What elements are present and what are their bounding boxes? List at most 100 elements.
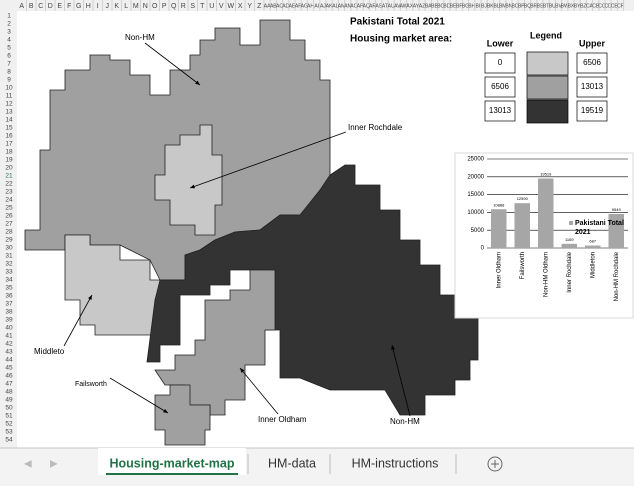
column-header-bar bbox=[0, 0, 634, 11]
row-header: 23 bbox=[5, 189, 13, 196]
lower-value: 13013 bbox=[489, 106, 512, 115]
data-label: 19519 bbox=[540, 172, 552, 177]
row-header: 53 bbox=[5, 429, 13, 436]
column-header: AY bbox=[413, 3, 420, 9]
column-header: BY bbox=[574, 3, 581, 9]
column-header: AJ bbox=[320, 3, 326, 9]
sheet-tab[interactable]: Housing-market-map bbox=[109, 456, 234, 470]
column-header: BN bbox=[505, 3, 512, 9]
y-tick-label: 5000 bbox=[471, 228, 485, 234]
column-header: BV bbox=[555, 3, 562, 9]
column-header: J bbox=[106, 3, 110, 10]
column-header: L bbox=[124, 3, 128, 10]
column-header: BG bbox=[462, 3, 469, 9]
column-header: H bbox=[86, 3, 91, 10]
column-header: BC bbox=[437, 3, 444, 9]
map-label: Non-HM bbox=[390, 417, 420, 426]
column-header: AH bbox=[307, 3, 314, 9]
legend-label: Pakistani Total 2021 bbox=[575, 220, 624, 236]
column-header: AA bbox=[264, 3, 271, 9]
y-tick-label: 25000 bbox=[467, 157, 484, 163]
legend-swatch bbox=[526, 51, 569, 76]
column-header: AX bbox=[406, 3, 413, 9]
column-header: CC bbox=[598, 3, 606, 9]
row-header: 54 bbox=[5, 437, 13, 444]
active-tab bbox=[98, 448, 246, 475]
column-header: O bbox=[152, 3, 158, 10]
column-header: A bbox=[19, 3, 24, 10]
column-header: R bbox=[181, 3, 186, 10]
bar bbox=[514, 203, 531, 248]
column-header: D bbox=[48, 3, 53, 10]
legend-header: Lower bbox=[487, 38, 514, 48]
column-header: W bbox=[227, 3, 234, 10]
column-header: M bbox=[133, 3, 139, 10]
row-header: 24 bbox=[5, 197, 13, 204]
region-inner-rochdale bbox=[154, 124, 223, 236]
bar bbox=[561, 243, 578, 248]
column-header: E bbox=[57, 3, 62, 10]
column-header: AW bbox=[400, 3, 408, 9]
column-header: V bbox=[219, 3, 224, 10]
headers: A B C D E F G H I J K L M N O P Q R S T U V W X Y Z AA AB AC AD AE AF AG… bbox=[5, 0, 625, 444]
row-header: 49 bbox=[5, 397, 13, 404]
lower-value: 6506 bbox=[491, 82, 509, 91]
sheet-tab[interactable]: HM-instructions bbox=[352, 456, 439, 470]
column-header: U bbox=[209, 3, 214, 10]
row-header: 42 bbox=[5, 341, 13, 348]
row-header: 30 bbox=[5, 245, 13, 252]
row-header: 21 bbox=[5, 173, 13, 180]
scroll-right[interactable]: ▶ bbox=[50, 459, 58, 470]
scroll-left[interactable]: ◀ bbox=[24, 459, 32, 470]
row-header: 14 bbox=[5, 117, 13, 124]
y-tick-label: 15000 bbox=[467, 192, 484, 198]
column-header: BD bbox=[443, 3, 450, 9]
column-header: F bbox=[67, 3, 71, 10]
row-header: 9 bbox=[7, 77, 11, 84]
column-header: BB bbox=[431, 3, 438, 9]
lower-cell bbox=[484, 100, 516, 122]
legend-table: Lower Legend Upper 0 6506 6506 13013 13013 19519 bbox=[484, 30, 608, 124]
column-header: BJ bbox=[481, 3, 487, 9]
add-sheet[interactable] bbox=[487, 456, 503, 472]
column-header: AV bbox=[394, 3, 401, 9]
x-tick-label: Non-HM Rochdale bbox=[614, 251, 620, 301]
column-header: BA bbox=[425, 3, 432, 9]
row-header: 7 bbox=[7, 61, 11, 68]
column-header: AG bbox=[301, 3, 308, 9]
row-header: 17 bbox=[5, 141, 13, 148]
map-labels: Non-HM Inner Rochdale Middleto Failsworth In… bbox=[34, 33, 420, 426]
data-label: 687 bbox=[589, 239, 596, 244]
column-header: AN bbox=[344, 3, 351, 9]
column-header: Y bbox=[247, 3, 252, 10]
legend-label-line: Pakistani Total bbox=[575, 220, 624, 227]
column-header: BE bbox=[450, 3, 457, 9]
row-header: 47 bbox=[5, 381, 13, 388]
column-header: N bbox=[143, 3, 148, 10]
row-header: 25 bbox=[5, 205, 13, 212]
column-header: BR bbox=[530, 3, 537, 9]
map bbox=[24, 19, 479, 446]
x-tick-label: Middleton bbox=[590, 252, 596, 278]
column-header: AI bbox=[314, 3, 319, 9]
row-header: 32 bbox=[5, 261, 13, 268]
y-tick-label: 0 bbox=[481, 246, 485, 252]
column-header: AP bbox=[357, 3, 364, 9]
arrow-line bbox=[239, 367, 279, 415]
column-header: Q bbox=[171, 3, 177, 10]
x-tick-label: Non-HM Oldham bbox=[543, 252, 549, 297]
column-header: C bbox=[38, 3, 43, 10]
map-label: Failsworth bbox=[75, 381, 107, 388]
row-header: 12 bbox=[5, 101, 13, 108]
arrow-head bbox=[88, 295, 92, 300]
row-header: 26 bbox=[5, 213, 13, 220]
row-header: 19 bbox=[5, 157, 13, 164]
row-header: 40 bbox=[5, 325, 13, 332]
column-header: T bbox=[200, 3, 205, 10]
legend-key bbox=[569, 221, 573, 225]
sheet-tab[interactable]: HM-data bbox=[268, 456, 316, 470]
row-header: 16 bbox=[5, 133, 13, 140]
column-header: AM bbox=[338, 3, 346, 9]
legend-swatch bbox=[526, 75, 569, 100]
